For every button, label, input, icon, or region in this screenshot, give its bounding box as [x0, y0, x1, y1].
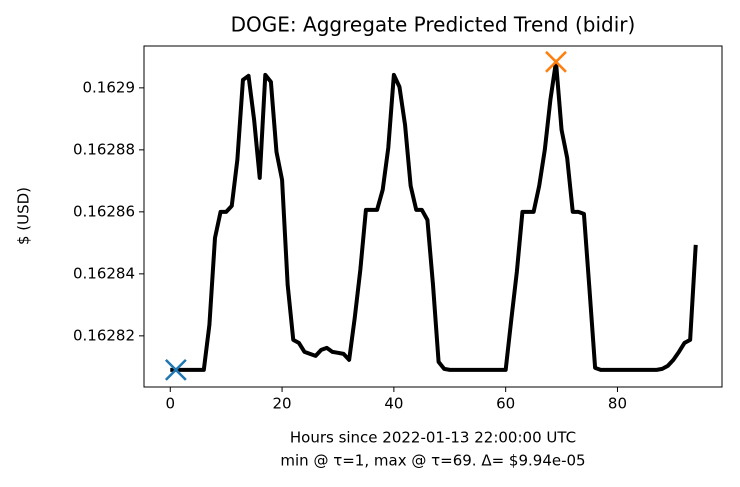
x-tick-label: 60: [496, 395, 515, 413]
x-tick-label: 40: [384, 395, 403, 413]
plot-frame: [143, 45, 723, 388]
y-tick-label: 0.16286: [73, 202, 135, 220]
extreme-marker: [545, 50, 567, 73]
y-tick-label: 0.16282: [73, 326, 135, 344]
y-tick-label: 0.16284: [73, 264, 135, 282]
x-tick-label: 0: [165, 395, 175, 413]
y-tick-label: 0.16288: [73, 140, 135, 158]
x-axis-label: Hours since 2022-01-13 22:00:00 UTC: [290, 429, 576, 447]
y-axis-label: $ (USD): [15, 187, 33, 245]
chart-title: DOGE: Aggregate Predicted Trend (bidir): [231, 13, 636, 37]
x-axis-note: min @ τ=1, max @ τ=69. Δ= $9.94e-05: [280, 452, 585, 470]
trend-line: [170, 59, 698, 372]
extreme-marker: [164, 358, 187, 381]
x-tick-label: 80: [608, 395, 627, 413]
x-tick-label: 20: [273, 395, 292, 413]
y-tick-label: 0.1629: [83, 78, 136, 96]
